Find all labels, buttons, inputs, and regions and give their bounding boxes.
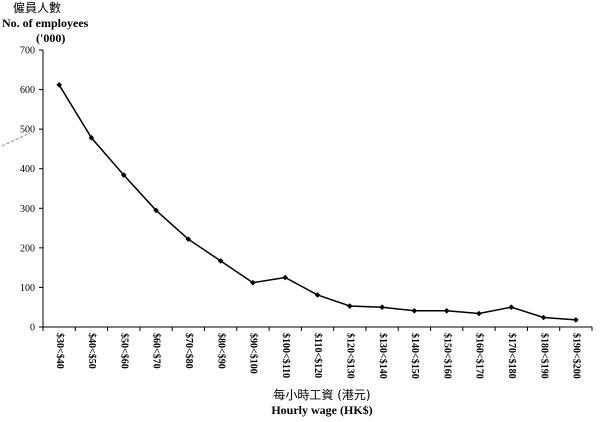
- x-tick-label: $110<$120: [312, 333, 323, 378]
- x-axis-title-zh: 每小時工資 (港元): [273, 387, 370, 402]
- y-tick-label: 200: [20, 243, 35, 254]
- x-tick-label: $120<$130: [344, 333, 355, 379]
- x-tick-label: $100<$110: [280, 333, 291, 378]
- x-tick-label: $40<$50: [86, 333, 97, 369]
- data-point: [153, 207, 159, 214]
- data-point: [282, 274, 289, 281]
- data-point: [508, 304, 515, 311]
- x-tick-label: $140<$150: [409, 333, 420, 379]
- data-point: [346, 303, 353, 309]
- data-point: [217, 258, 224, 264]
- x-tick-label: $150<$160: [441, 333, 452, 379]
- series-group: [56, 82, 579, 323]
- y-tick-label: 600: [20, 85, 35, 96]
- x-tick-label: $50<$60: [118, 333, 129, 369]
- data-point: [185, 236, 192, 242]
- data-point: [573, 317, 579, 323]
- data-point: [88, 135, 95, 141]
- x-tick-label: $160<$170: [474, 333, 485, 379]
- y-axis-title: No. of employees: [2, 16, 89, 30]
- x-tick-label: $90<$100: [248, 333, 259, 374]
- data-point: [314, 292, 321, 298]
- data-point: [411, 307, 418, 314]
- x-tick-label: $170<$180: [506, 333, 517, 379]
- data-point: [56, 82, 62, 88]
- data-point: [443, 307, 450, 314]
- y-tick-label: 500: [20, 125, 35, 136]
- y-axis: 0 100 200 300 400 500 600 700: [20, 46, 44, 334]
- data-point: [120, 172, 127, 178]
- series-line: [58, 84, 576, 321]
- data-point: [540, 314, 547, 321]
- y-tick-label: 400: [20, 164, 35, 175]
- x-tick-label: $130<$140: [377, 333, 388, 379]
- x-tick-label: $30<$40: [54, 333, 65, 369]
- x-tick-label: $190<$200: [571, 333, 582, 379]
- x-axis-title: Hourly wage (HK$): [271, 403, 372, 417]
- data-point: [250, 279, 256, 286]
- x-tick-label: $60<$70: [151, 333, 162, 369]
- x-axis: $30<$40 $40<$50 $50<$60 $60<$70 $70<$80 $80<$…: [42, 326, 593, 379]
- y-tick-label: 0: [30, 323, 35, 334]
- y-axis-title-zh: 僱員人數: [13, 0, 61, 15]
- y-tick-label: 300: [20, 204, 35, 215]
- x-tick-label: $180<$190: [538, 333, 549, 379]
- y-tick-label: 700: [20, 46, 35, 57]
- x-tick-label: $70<$80: [183, 333, 194, 369]
- y-tick-label: 100: [20, 283, 35, 294]
- data-point: [476, 310, 482, 317]
- y-axis-unit: ('000): [36, 31, 65, 45]
- axis-break-mark: [1, 132, 31, 147]
- data-point: [379, 304, 385, 311]
- x-tick-label: $80<$90: [215, 333, 226, 369]
